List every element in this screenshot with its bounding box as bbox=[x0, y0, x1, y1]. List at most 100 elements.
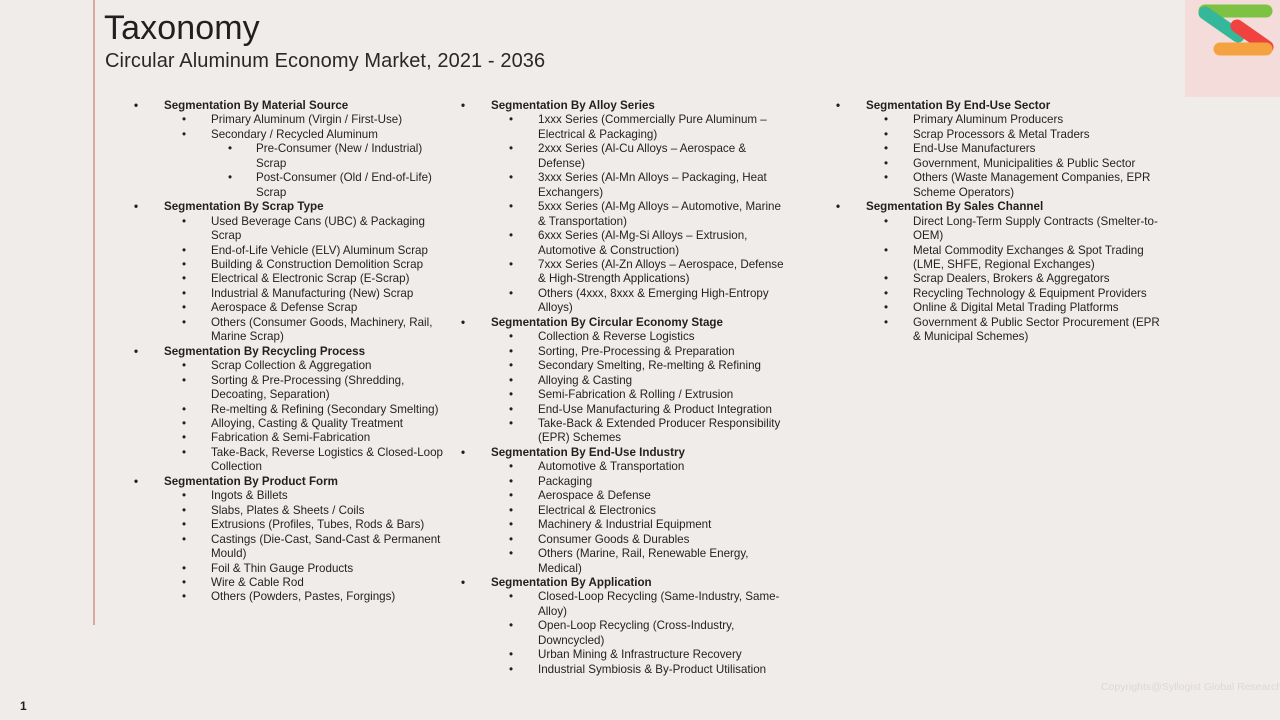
bullet-icon: • bbox=[884, 171, 889, 185]
outline-item-label: Take-Back & Extended Producer Responsibi… bbox=[538, 416, 781, 445]
taxonomy-item: • Fabrication & Semi-Fabrication bbox=[128, 431, 450, 445]
bullet-icon: • bbox=[509, 286, 514, 300]
taxonomy-item: • Foil & Thin Gauge Products bbox=[128, 562, 450, 576]
outline-item-label: Ingots & Billets bbox=[211, 489, 288, 503]
taxonomy-section-heading: • Segmentation By Circular Economy Stage bbox=[455, 316, 785, 330]
bullet-icon: • bbox=[509, 590, 514, 604]
bullet-icon: • bbox=[509, 518, 514, 532]
bullet-icon: • bbox=[182, 489, 187, 503]
bullet-icon: • bbox=[509, 503, 514, 517]
taxonomy-column-2: • Segmentation By Alloy Series • 1xxx Serie… bbox=[455, 99, 785, 677]
section-heading-label: Segmentation By Product Form bbox=[164, 474, 338, 488]
bullet-icon: • bbox=[134, 344, 139, 358]
outline-item-label: Fabrication & Semi-Fabrication bbox=[211, 431, 371, 445]
taxonomy-item: • Others (Consumer Goods, Machinery, Rail… bbox=[128, 316, 450, 345]
bullet-icon: • bbox=[182, 416, 187, 430]
bullet-icon: • bbox=[182, 503, 187, 517]
taxonomy-column-3: • Segmentation By End-Use Sector • Primary … bbox=[830, 99, 1170, 345]
outline-item-label: Urban Mining & Infrastructure Recovery bbox=[538, 648, 742, 662]
taxonomy-item: • Pre-Consumer (New / Industrial) Scrap bbox=[128, 142, 450, 171]
bullet-icon: • bbox=[509, 388, 514, 402]
outline-item-label: Primary Aluminum (Virgin / First-Use) bbox=[211, 113, 403, 127]
bullet-icon: • bbox=[884, 286, 889, 300]
syllogist-logo-icon bbox=[1198, 4, 1274, 56]
page-number: 1 bbox=[20, 699, 27, 713]
taxonomy-section-heading: • Segmentation By Product Form bbox=[128, 475, 450, 489]
taxonomy-item: • Post-Consumer (Old / End-of-Life) Scrap bbox=[128, 171, 450, 200]
bullet-icon: • bbox=[182, 286, 187, 300]
taxonomy-item: • Secondary / Recycled Aluminum bbox=[128, 128, 450, 142]
outline-item-label: Recycling Technology & Equipment Provide… bbox=[913, 286, 1147, 300]
taxonomy-item: • Aerospace & Defense bbox=[455, 489, 785, 503]
bullet-icon: • bbox=[509, 474, 514, 488]
bullet-icon: • bbox=[461, 575, 466, 589]
outline-item-label: Collection & Reverse Logistics bbox=[538, 330, 695, 344]
taxonomy-item: • Ingots & Billets bbox=[128, 489, 450, 503]
outline-item-label: Re-melting & Refining (Secondary Smeltin… bbox=[211, 402, 439, 416]
outline-item-label: Government & Public Sector Procurement (… bbox=[913, 315, 1160, 344]
taxonomy-item: • Primary Aluminum Producers bbox=[830, 113, 1170, 127]
page-title: Taxonomy bbox=[104, 9, 260, 47]
outline-item-label: Consumer Goods & Durables bbox=[538, 532, 690, 546]
bullet-icon: • bbox=[134, 99, 139, 112]
bullet-icon: • bbox=[182, 445, 187, 459]
bullet-icon: • bbox=[182, 359, 187, 373]
outline-item-label: End-of-Life Vehicle (ELV) Aluminum Scrap bbox=[211, 243, 428, 257]
page-subtitle: Circular Aluminum Economy Market, 2021 -… bbox=[105, 50, 546, 72]
taxonomy-item: • Scrap Dealers, Brokers & Aggregators bbox=[830, 272, 1170, 286]
outline-item-label: Online & Digital Metal Trading Platforms bbox=[913, 301, 1119, 315]
taxonomy-item: • End-of-Life Vehicle (ELV) Aluminum Scra… bbox=[128, 244, 450, 258]
outline-item-label: Direct Long-Term Supply Contracts (Smelt… bbox=[913, 214, 1158, 243]
outline-item-label: Others (Consumer Goods, Machinery, Rail,… bbox=[211, 315, 433, 344]
section-heading-label: Segmentation By Material Source bbox=[164, 99, 349, 112]
taxonomy-item: • Others (4xxx, 8xxx & Emerging High-Entr… bbox=[455, 287, 785, 316]
taxonomy-item: • Others (Powders, Pastes, Forgings) bbox=[128, 590, 450, 604]
taxonomy-item: • Scrap Processors & Metal Traders bbox=[830, 128, 1170, 142]
bullet-icon: • bbox=[836, 99, 841, 112]
bullet-icon: • bbox=[509, 200, 514, 214]
bullet-icon: • bbox=[884, 301, 889, 315]
taxonomy-item: • Used Beverage Cans (UBC) & Packaging Sc… bbox=[128, 215, 450, 244]
taxonomy-item: • Recycling Technology & Equipment Provid… bbox=[830, 287, 1170, 301]
bullet-icon: • bbox=[509, 373, 514, 387]
taxonomy-item: • Alloying & Casting bbox=[455, 374, 785, 388]
bullet-icon: • bbox=[884, 142, 889, 156]
outline-item-label: Industrial & Manufacturing (New) Scrap bbox=[211, 286, 414, 300]
taxonomy-item: • Open-Loop Recycling (Cross-Industry, Do… bbox=[455, 619, 785, 648]
outline-item-label: Packaging bbox=[538, 474, 593, 488]
bullet-icon: • bbox=[182, 518, 187, 532]
taxonomy-section-heading: • Segmentation By Application bbox=[455, 576, 785, 590]
outline-item-label: Metal Commodity Exchanges & Spot Trading… bbox=[913, 243, 1144, 271]
bullet-icon: • bbox=[228, 142, 233, 156]
taxonomy-item: • 5xxx Series (Al-Mg Alloys – Automotive,… bbox=[455, 200, 785, 229]
taxonomy-item: • Sorting, Pre-Processing & Preparation bbox=[455, 345, 785, 359]
outline-item-label: Semi-Fabrication & Rolling / Extrusion bbox=[538, 388, 734, 402]
section-heading-label: Segmentation By Circular Economy Stage bbox=[491, 315, 723, 329]
bullet-icon: • bbox=[182, 532, 187, 546]
taxonomy-item: • Automotive & Transportation bbox=[455, 460, 785, 474]
taxonomy-item: • Industrial Symbiosis & By-Product Utili… bbox=[455, 663, 785, 677]
bullet-icon: • bbox=[182, 590, 187, 604]
outline-item-label: Machinery & Industrial Equipment bbox=[538, 518, 712, 532]
outline-item-label: Industrial Symbiosis & By-Product Utilis… bbox=[538, 662, 767, 676]
outline-item-label: Closed-Loop Recycling (Same-Industry, Sa… bbox=[538, 590, 780, 618]
bullet-icon: • bbox=[509, 257, 514, 271]
taxonomy-item: • Metal Commodity Exchanges & Spot Tradin… bbox=[830, 244, 1170, 273]
title-accent-rule bbox=[93, 0, 95, 625]
taxonomy-section-heading: • Segmentation By End-Use Industry bbox=[455, 446, 785, 460]
bullet-icon: • bbox=[884, 243, 889, 257]
section-heading-label: Segmentation By Alloy Series bbox=[491, 99, 655, 112]
bullet-icon: • bbox=[509, 416, 514, 430]
outline-item-label: Scrap Collection & Aggregation bbox=[211, 359, 372, 373]
taxonomy-section-heading: • Segmentation By Scrap Type bbox=[128, 200, 450, 214]
outline-item-label: Government, Municipalities & Public Sect… bbox=[913, 156, 1136, 170]
bullet-icon: • bbox=[461, 445, 466, 459]
taxonomy-item: • Aerospace & Defense Scrap bbox=[128, 301, 450, 315]
bullet-icon: • bbox=[461, 315, 466, 329]
outline-item-label: 2xxx Series (Al-Cu Alloys – Aerospace & … bbox=[538, 142, 747, 170]
taxonomy-section-heading: • Segmentation By End-Use Sector bbox=[830, 99, 1170, 113]
taxonomy-item: • Re-melting & Refining (Secondary Smelti… bbox=[128, 403, 450, 417]
taxonomy-item: • End-Use Manufacturers bbox=[830, 142, 1170, 156]
taxonomy-section-heading: • Segmentation By Material Source bbox=[128, 99, 450, 113]
section-heading-label: Segmentation By Scrap Type bbox=[164, 200, 324, 214]
